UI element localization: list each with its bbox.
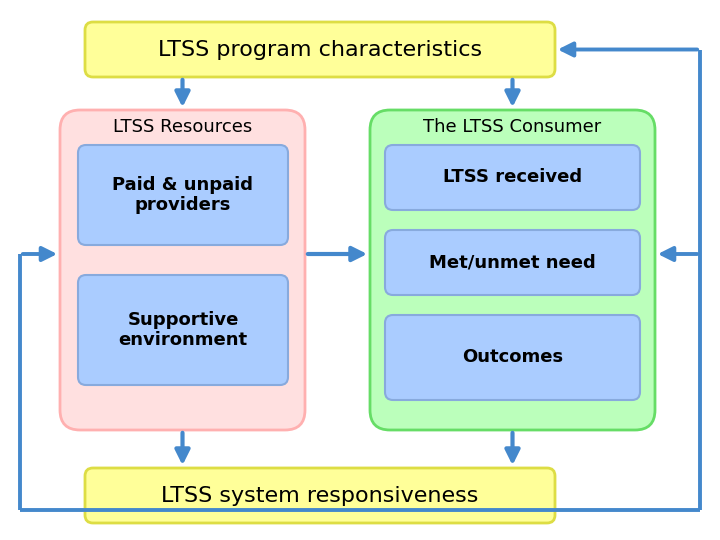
FancyBboxPatch shape (370, 110, 655, 430)
Text: The LTSS Consumer: The LTSS Consumer (423, 118, 602, 137)
FancyBboxPatch shape (385, 145, 640, 210)
Text: Supportive
environment: Supportive environment (118, 310, 248, 349)
Text: Paid & unpaid
providers: Paid & unpaid providers (112, 176, 253, 214)
FancyBboxPatch shape (385, 230, 640, 295)
FancyBboxPatch shape (78, 275, 288, 385)
FancyBboxPatch shape (385, 315, 640, 400)
Text: LTSS Resources: LTSS Resources (113, 118, 252, 137)
Text: LTSS program characteristics: LTSS program characteristics (158, 39, 482, 59)
FancyBboxPatch shape (60, 110, 305, 430)
Text: Outcomes: Outcomes (462, 348, 563, 367)
FancyBboxPatch shape (78, 145, 288, 245)
Text: LTSS system responsiveness: LTSS system responsiveness (161, 485, 479, 505)
FancyBboxPatch shape (85, 468, 555, 523)
Text: Met/unmet need: Met/unmet need (429, 253, 596, 272)
FancyBboxPatch shape (85, 22, 555, 77)
Text: LTSS received: LTSS received (443, 168, 582, 186)
